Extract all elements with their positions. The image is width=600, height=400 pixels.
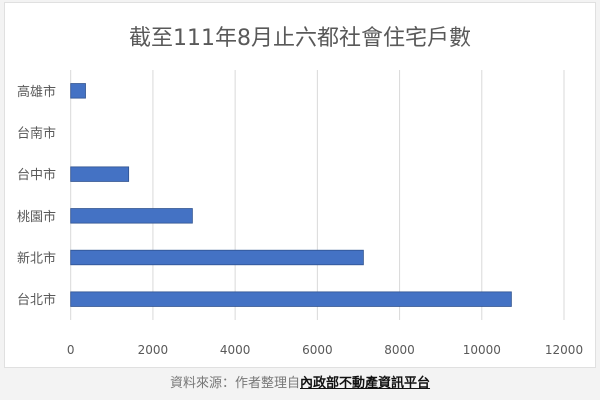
x-tick-label: 4000 [220,343,251,357]
x-tick-label: 0 [67,343,75,357]
bar [70,83,86,99]
x-tick-label: 8000 [384,343,415,357]
y-category-label: 台中市 [17,167,56,183]
chart-card [4,2,596,368]
bar [70,249,364,266]
y-category-label: 台南市 [17,126,56,142]
source-link[interactable]: 內政部不動產資訊平台 [300,376,431,391]
y-category-label: 桃園市 [17,209,56,225]
chart-title: 截至111年8月止六都社會住宅戶數 [129,26,471,51]
y-category-label: 新北市 [17,251,56,267]
bar [70,208,193,224]
x-tick-label: 12000 [545,343,583,357]
x-tick-label: 6000 [302,343,333,357]
y-category-label: 台北市 [17,292,56,308]
caption-prefix: 資料來源：作者整理自 [169,376,300,391]
bar [70,291,512,307]
bar [70,166,130,182]
y-category-label: 高雄市 [17,84,56,100]
x-tick-label: 10000 [463,343,501,357]
source-caption: 資料來源：作者整理自內政部不動產資訊平台 [0,372,600,391]
x-tick-label: 2000 [138,343,169,357]
